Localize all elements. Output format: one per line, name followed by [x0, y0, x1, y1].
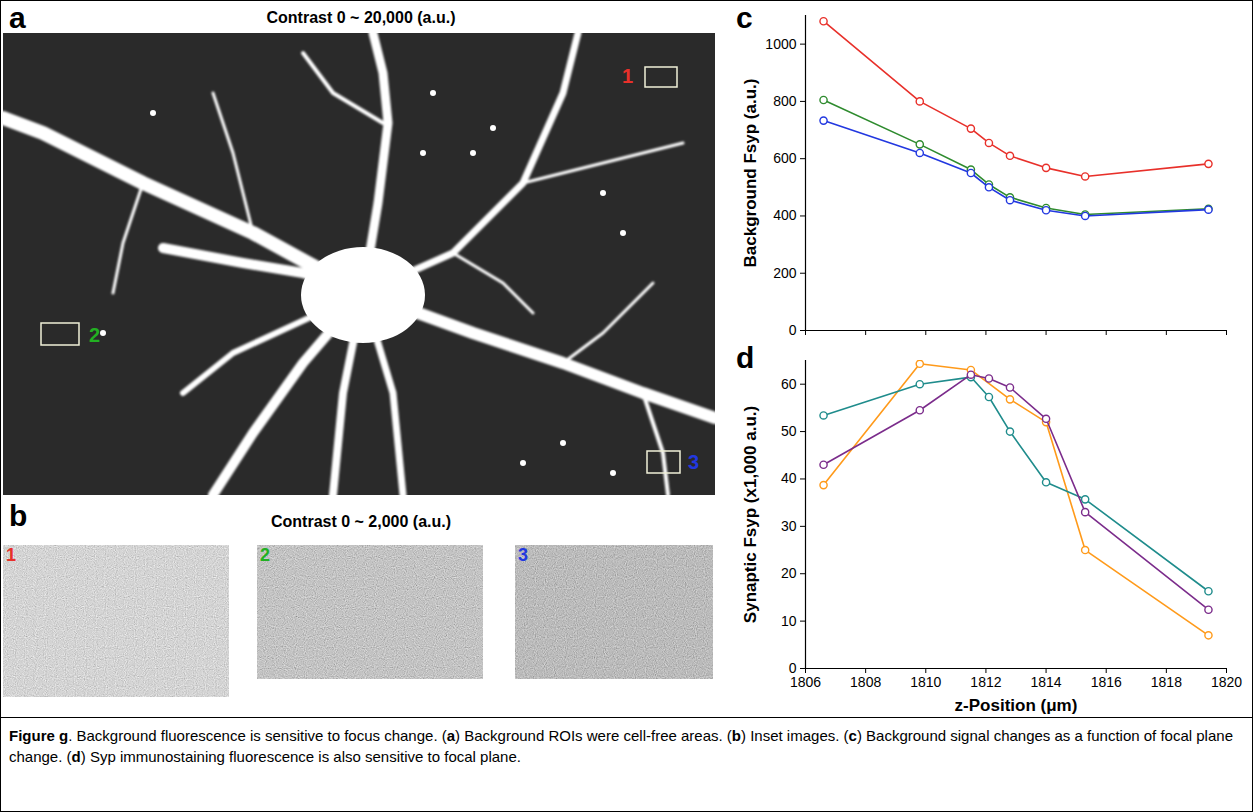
svg-text:2: 2 — [89, 324, 100, 346]
svg-text:3: 3 — [688, 451, 699, 473]
svg-text:1808: 1808 — [850, 674, 881, 690]
svg-text:40: 40 — [781, 470, 797, 486]
svg-text:1: 1 — [6, 545, 16, 565]
svg-text:Synaptic Fsyp (x1,000 a.u.): Synaptic Fsyp (x1,000 a.u.) — [741, 406, 760, 623]
svg-text:1: 1 — [622, 65, 633, 87]
html-text:c: c — [736, 1, 753, 34]
svg-text:Background Fsyp (a.u.): Background Fsyp (a.u.) — [741, 79, 760, 268]
svg-text:10: 10 — [781, 613, 797, 629]
svg-text:20: 20 — [781, 565, 797, 581]
html-text:a: a — [9, 1, 26, 34]
svg-text:600: 600 — [773, 150, 797, 166]
svg-text:1818: 1818 — [1151, 674, 1182, 690]
svg-text:1000: 1000 — [765, 36, 796, 52]
svg-text:400: 400 — [773, 207, 797, 223]
svg-text:60: 60 — [781, 376, 797, 392]
html-text:Contrast 0 ~ 20,000 (a.u.): Contrast 0 ~ 20,000 (a.u.) — [266, 9, 456, 26]
svg-text:2: 2 — [260, 545, 270, 565]
html-text:d: d — [736, 341, 755, 374]
svg-text:0: 0 — [788, 660, 797, 676]
svg-text:800: 800 — [773, 93, 797, 109]
svg-text:200: 200 — [773, 265, 797, 281]
html-text:b: b — [9, 499, 28, 532]
html-text:Contrast 0 ~ 2,000 (a.u.): Contrast 0 ~ 2,000 (a.u.) — [271, 513, 451, 530]
svg-text:0: 0 — [789, 322, 797, 338]
svg-text:1816: 1816 — [1091, 674, 1122, 690]
svg-text:1812: 1812 — [970, 674, 1001, 690]
svg-text:1820: 1820 — [1211, 674, 1242, 690]
svg-text:1806: 1806 — [790, 674, 821, 690]
svg-text:1810: 1810 — [910, 674, 941, 690]
html-text:Figure g. Background fluoresce: Figure g. Background fluorescence is sen… — [9, 727, 1233, 765]
svg-text:30: 30 — [781, 518, 797, 534]
svg-text:z-Position (μm): z-Position (μm) — [955, 696, 1078, 715]
svg-text:1814: 1814 — [1030, 674, 1061, 690]
svg-text:3: 3 — [518, 545, 528, 565]
svg-text:50: 50 — [781, 423, 797, 439]
